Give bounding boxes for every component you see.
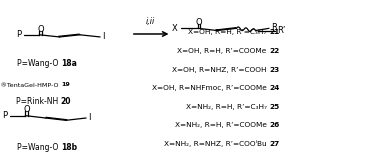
Text: X=NH₂, R=NHZ, R’=COOᴵBu: X=NH₂, R=NHZ, R’=COOᴵBu <box>164 140 269 148</box>
Text: i,ii: i,ii <box>146 17 155 26</box>
Text: 20: 20 <box>61 97 71 106</box>
Text: 18a: 18a <box>61 59 77 68</box>
Text: P=Wang-O: P=Wang-O <box>17 59 61 68</box>
Text: 23: 23 <box>269 66 279 73</box>
Text: 24: 24 <box>269 85 279 91</box>
Text: 25: 25 <box>269 104 279 110</box>
Text: P=Wang-O: P=Wang-O <box>17 144 61 152</box>
Text: X=OH, R=H, R’=C₃H₇: X=OH, R=H, R’=C₃H₇ <box>188 29 269 35</box>
Text: R’: R’ <box>277 26 285 35</box>
Text: X=OH, R=NHZ, R’=COOH: X=OH, R=NHZ, R’=COOH <box>172 66 269 73</box>
Text: 21: 21 <box>269 29 279 35</box>
Text: 27: 27 <box>269 141 279 147</box>
Text: P=Rink-NH: P=Rink-NH <box>16 97 61 106</box>
Text: R: R <box>271 23 277 32</box>
Text: X=NH₂, R=H, R’=COOMe: X=NH₂, R=H, R’=COOMe <box>175 122 269 128</box>
Text: I: I <box>103 33 105 41</box>
Text: O: O <box>196 18 203 28</box>
Text: I: I <box>88 114 91 122</box>
Text: P = NovaSyn®TentaGel-HMP-O: P = NovaSyn®TentaGel-HMP-O <box>0 82 61 88</box>
Text: O: O <box>23 105 30 115</box>
Text: X=NH₂, R=H, R’=C₃H₇: X=NH₂, R=H, R’=C₃H₇ <box>186 104 269 110</box>
Text: 22: 22 <box>269 48 279 54</box>
Text: 18b: 18b <box>61 144 77 152</box>
Text: X: X <box>172 24 178 33</box>
Text: P: P <box>17 30 21 39</box>
Text: 26: 26 <box>269 122 279 128</box>
Text: P: P <box>3 111 8 120</box>
Text: O: O <box>37 25 44 34</box>
Text: X=OH, R=H, R’=COOMe: X=OH, R=H, R’=COOMe <box>177 48 269 54</box>
Text: X=OH, R=NHFmoc, R’=COOMe: X=OH, R=NHFmoc, R’=COOMe <box>152 85 269 91</box>
Text: 19: 19 <box>61 82 70 87</box>
